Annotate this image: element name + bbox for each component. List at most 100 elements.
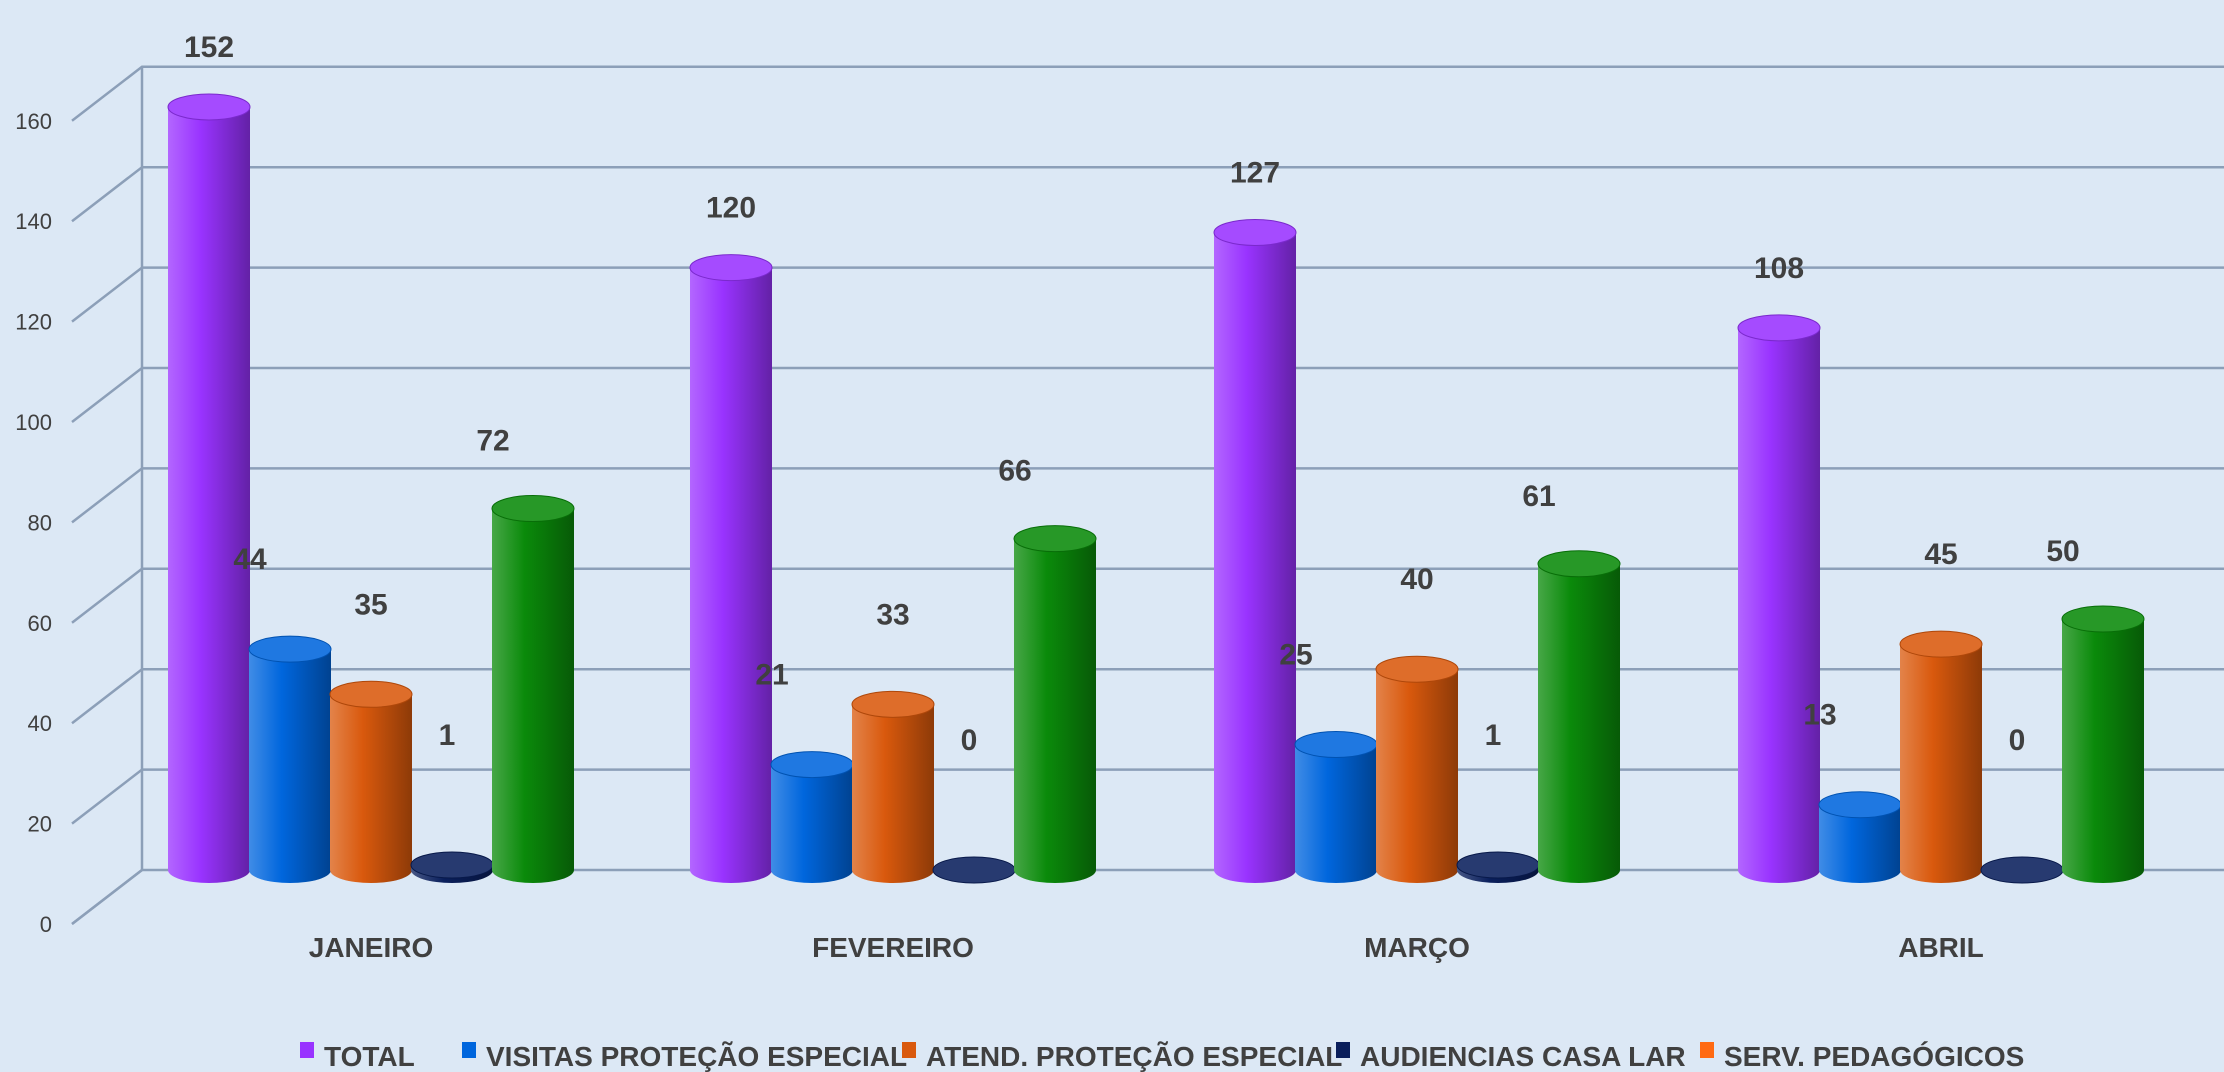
bar-top — [689, 254, 773, 282]
legend: TOTAL VISITAS PROTEÇÃO ESPECIAL ATEND. PRO… — [300, 1041, 2024, 1072]
bar-top — [932, 856, 1016, 884]
legend-swatch — [462, 1042, 476, 1058]
gridline — [71, 65, 2224, 122]
data-label: 13 — [1803, 699, 1836, 732]
bar-body — [852, 704, 934, 883]
bar-top — [491, 495, 575, 523]
bar — [491, 495, 575, 883]
bar-body — [1819, 804, 1901, 883]
bar — [410, 851, 494, 883]
legend-item: AUDIENCIAS CASA LAR — [1336, 1041, 1686, 1072]
bar-top — [851, 690, 935, 718]
bar — [167, 93, 251, 883]
bar-body — [771, 764, 853, 883]
bar-top — [1294, 731, 1378, 758]
data-label: 1 — [1485, 719, 1502, 752]
bar-body — [1376, 669, 1458, 883]
bar-top — [770, 751, 854, 779]
floor-edge — [71, 869, 143, 925]
bars — [167, 93, 2145, 884]
bar — [1818, 791, 1902, 883]
bar — [1013, 525, 1097, 883]
category-label: JANEIRO — [309, 932, 433, 963]
bar — [329, 680, 413, 883]
category-label: FEVEREIRO — [812, 932, 974, 963]
data-label: 40 — [1400, 563, 1433, 596]
data-label: 35 — [354, 588, 387, 621]
bar — [851, 690, 935, 883]
bar-top — [1213, 218, 1297, 246]
bar — [248, 635, 332, 883]
y-tick-label: 0 — [40, 912, 52, 937]
bar-top — [1375, 655, 1459, 683]
legend-swatch — [1700, 1042, 1714, 1058]
bar — [1294, 731, 1378, 883]
bar-body — [168, 106, 250, 883]
data-label: 120 — [706, 192, 756, 225]
y-tick-label: 100 — [15, 410, 52, 435]
bar — [1537, 550, 1621, 883]
y-tick-label: 20 — [28, 812, 52, 837]
data-label: 1 — [439, 719, 456, 752]
bar-body — [1014, 538, 1096, 883]
legend-label: TOTAL — [324, 1041, 415, 1072]
bar-top — [2061, 605, 2145, 633]
bar-body — [1214, 232, 1296, 883]
x-axis: JANEIRO FEVEREIRO MARÇO ABRIL — [309, 932, 1984, 963]
bar-top — [1013, 525, 1097, 553]
legend-swatch — [300, 1042, 314, 1058]
legend-swatch — [902, 1042, 916, 1058]
bar-body — [1538, 563, 1620, 883]
bar-body — [492, 508, 574, 883]
data-label: 0 — [961, 724, 978, 757]
data-label: 72 — [476, 425, 509, 458]
data-label: 33 — [876, 598, 909, 631]
gridline — [71, 165, 2224, 223]
bar — [932, 856, 1016, 884]
bar — [1456, 851, 1540, 883]
bar-top — [1818, 791, 1902, 819]
category-label: MARÇO — [1364, 932, 1470, 963]
bar — [689, 254, 773, 884]
bar-top — [1737, 314, 1821, 342]
gridline — [71, 266, 2224, 323]
bar-body — [1738, 327, 1820, 884]
bar-body — [330, 694, 412, 883]
bar-body — [690, 267, 772, 884]
bar-body — [1295, 744, 1377, 883]
bar-body — [249, 649, 331, 883]
data-label: 50 — [2046, 535, 2079, 568]
category-label: ABRIL — [1898, 932, 1984, 963]
legend-item: SERV. PEDAGÓGICOS — [1700, 1041, 2024, 1072]
y-tick-label: 40 — [28, 711, 52, 736]
bar — [770, 751, 854, 883]
legend-item: TOTAL — [300, 1041, 415, 1072]
legend-label: VISITAS PROTEÇÃO ESPECIAL — [486, 1041, 907, 1072]
y-tick-label: 80 — [28, 510, 52, 535]
bar — [1737, 314, 1821, 884]
bar — [1213, 218, 1297, 883]
data-label: 127 — [1230, 156, 1280, 189]
legend-item: VISITAS PROTEÇÃO ESPECIAL — [462, 1041, 907, 1072]
bar-top — [1456, 851, 1540, 879]
bar — [1899, 630, 1983, 883]
y-axis: 0 20 40 60 80 100 120 140 160 — [15, 109, 52, 937]
bar-body — [1900, 644, 1982, 883]
data-label: 61 — [1522, 480, 1555, 513]
bar-top — [1980, 856, 2064, 884]
y-tick-label: 120 — [15, 310, 52, 335]
data-label: 152 — [184, 31, 234, 64]
bar — [2061, 605, 2145, 883]
legend-label: SERV. PEDAGÓGICOS — [1724, 1041, 2024, 1072]
data-label: 66 — [998, 455, 1031, 488]
data-label: 44 — [233, 543, 267, 576]
legend-label: AUDIENCIAS CASA LAR — [1360, 1041, 1686, 1072]
bar-body — [2062, 619, 2144, 883]
bar-top — [1899, 630, 1983, 658]
y-tick-label: 140 — [15, 209, 52, 234]
gridlines — [71, 65, 2224, 925]
y-tick-label: 160 — [15, 109, 52, 134]
bar-top — [329, 680, 413, 708]
